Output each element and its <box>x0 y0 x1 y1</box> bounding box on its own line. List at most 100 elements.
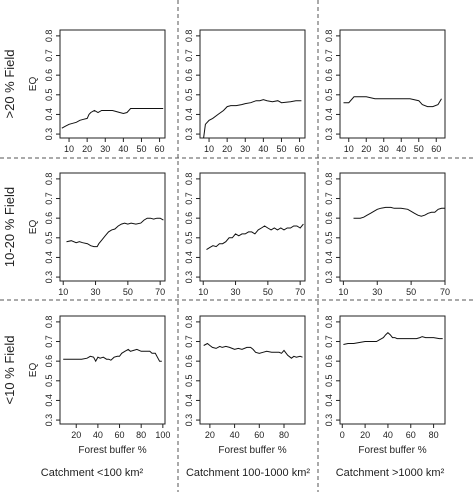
x-tick-label: 60 <box>406 430 416 440</box>
x-tick-label: 20 <box>82 144 92 154</box>
y-tick-label: 0.5 <box>44 375 54 388</box>
y-axis-title: EQ <box>28 363 39 378</box>
y-tick-label: 0.3 <box>324 128 334 141</box>
x-tick-label: 20 <box>361 144 371 154</box>
x-tick-label: 50 <box>136 144 146 154</box>
plot-frame <box>339 172 446 282</box>
x-tick-label: 60 <box>115 430 125 440</box>
panel-r1-c2: 0.3 0.4 0.5 0.6 0.7 0.8 10 20 30 40 50 60 <box>184 29 306 154</box>
y-tick-label: 0.7 <box>184 192 194 205</box>
x-tick-label: 20 <box>205 430 215 440</box>
x-axis-title: Forest buffer % <box>358 445 426 456</box>
x-tick-label: 40 <box>396 144 406 154</box>
y-tick-label: 0.4 <box>44 394 54 407</box>
y-tick-label: 0.8 <box>324 30 334 43</box>
x-tick-label: 10 <box>338 287 348 297</box>
y-tick-label: 0.7 <box>324 49 334 62</box>
x-tick-label: 10 <box>204 144 214 154</box>
y-tick-label: 0.3 <box>324 271 334 284</box>
panel-r1-c3: 0.3 0.4 0.5 0.6 0.7 0.8 10 20 30 40 50 60 <box>324 29 446 154</box>
column-labels: Catchment <100 km² Catchment 100-1000 km²… <box>41 467 445 479</box>
y-tick-label: 0.7 <box>44 335 54 348</box>
y-tick-label: 0.4 <box>324 108 334 121</box>
x-tick-label: 40 <box>258 144 268 154</box>
y-tick-label: 0.7 <box>44 49 54 62</box>
plot-frame <box>339 315 446 425</box>
x-tick-label: 60 <box>155 144 165 154</box>
column-label-2: Catchment 100-1000 km² <box>186 467 310 479</box>
eq-series-line <box>343 96 442 108</box>
y-tick-label: 0.3 <box>324 414 334 427</box>
y-tick-label: 0.5 <box>44 232 54 245</box>
y-tick-label: 0.4 <box>44 108 54 121</box>
x-axis-title: Forest buffer % <box>78 445 146 456</box>
x-tick-label: 60 <box>254 430 264 440</box>
y-tick-label: 0.8 <box>44 30 54 43</box>
x-tick-label: 30 <box>91 287 101 297</box>
x-tick-label: 70 <box>155 287 165 297</box>
y-tick-label: 0.7 <box>184 49 194 62</box>
y-tick-label: 0.5 <box>324 89 334 102</box>
y-tick-label: 0.7 <box>184 335 194 348</box>
x-tick-label: 10 <box>198 287 208 297</box>
x-tick-label: 50 <box>123 287 133 297</box>
x-tick-label: 40 <box>230 430 240 440</box>
plot-frame <box>59 315 166 425</box>
column-label-3: Catchment >1000 km² <box>336 467 445 479</box>
y-tick-label: 0.6 <box>324 355 334 368</box>
y-tick-label: 0.7 <box>324 335 334 348</box>
row-label-2: 10-20 % Field <box>2 187 17 267</box>
y-tick-label: 0.4 <box>44 251 54 264</box>
eq-series-line <box>206 223 304 251</box>
panel-r3-c1: 0.3 0.4 0.5 0.6 0.7 0.8 20 40 60 80 100 EQ Forest bu… <box>28 315 170 456</box>
eq-series-line <box>353 206 445 219</box>
row-labels: >20 % Field 10-20 % Field <10 % Field <box>2 49 17 404</box>
x-tick-label: 70 <box>295 287 305 297</box>
x-tick-label: 20 <box>71 430 81 440</box>
eq-series-line <box>63 348 162 363</box>
y-tick-label: 0.7 <box>324 192 334 205</box>
eq-series-line <box>61 108 164 129</box>
y-tick-label: 0.5 <box>324 232 334 245</box>
y-tick-label: 0.4 <box>324 251 334 264</box>
row-label-1: >20 % Field <box>2 49 17 118</box>
y-tick-label: 0.6 <box>324 69 334 82</box>
x-tick-label: 0 <box>340 430 345 440</box>
eq-series-line <box>203 99 302 139</box>
y-tick-label: 0.8 <box>184 173 194 186</box>
y-tick-label: 0.3 <box>184 271 194 284</box>
x-tick-label: 60 <box>431 144 441 154</box>
y-tick-label: 0.5 <box>184 375 194 388</box>
y-tick-label: 0.5 <box>44 89 54 102</box>
x-tick-label: 30 <box>100 144 110 154</box>
x-tick-label: 80 <box>136 430 146 440</box>
x-tick-label: 50 <box>263 287 273 297</box>
plot-frame <box>59 29 166 139</box>
plot-frame <box>199 315 306 425</box>
panel-r2-c1: 0.3 0.4 0.5 0.6 0.7 0.8 10 30 50 70 EQ <box>28 172 166 297</box>
y-tick-label: 0.6 <box>184 212 194 225</box>
y-tick-label: 0.6 <box>44 212 54 225</box>
x-tick-label: 30 <box>240 144 250 154</box>
x-tick-label: 30 <box>231 287 241 297</box>
y-tick-label: 0.4 <box>184 251 194 264</box>
y-tick-label: 0.4 <box>184 394 194 407</box>
row-label-3: <10 % Field <box>2 335 17 404</box>
y-tick-label: 0.8 <box>44 316 54 329</box>
y-tick-label: 0.8 <box>324 316 334 329</box>
x-tick-label: 100 <box>155 430 170 440</box>
y-tick-label: 0.6 <box>324 212 334 225</box>
plot-frame <box>59 172 166 282</box>
panel-r1-c1: 0.3 0.4 0.5 0.6 0.7 0.8 10 20 30 40 50 60 EQ <box>28 29 166 154</box>
y-tick-label: 0.8 <box>184 316 194 329</box>
y-tick-label: 0.6 <box>44 69 54 82</box>
y-tick-label: 0.8 <box>44 173 54 186</box>
panel-r2-c3: 0.3 0.4 0.5 0.6 0.7 0.8 10 30 50 70 <box>324 172 450 297</box>
x-tick-label: 40 <box>383 430 393 440</box>
x-tick-label: 50 <box>406 287 416 297</box>
plot-frame <box>339 29 446 139</box>
y-tick-label: 0.4 <box>324 394 334 407</box>
